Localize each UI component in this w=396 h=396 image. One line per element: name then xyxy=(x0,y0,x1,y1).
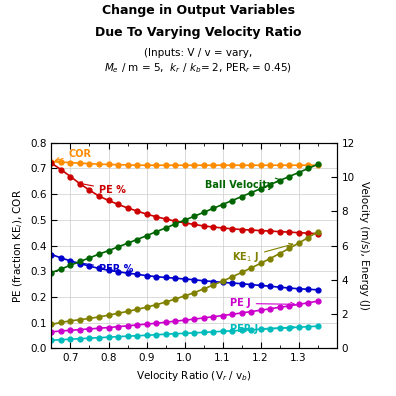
Text: $M_e$ / m = 5,  $k_r$ / $k_b$= 2, PER$_r$ = 0.45): $M_e$ / m = 5, $k_r$ / $k_b$= 2, PER$_r$… xyxy=(104,61,292,75)
Y-axis label: PE (fraction KE$_i$), COR: PE (fraction KE$_i$), COR xyxy=(11,188,25,303)
Y-axis label: Velocity (m/s), Energy (J): Velocity (m/s), Energy (J) xyxy=(359,181,369,310)
Text: PE J: PE J xyxy=(230,299,295,308)
Text: PER %: PER % xyxy=(78,261,133,274)
Text: KE$_1$ J: KE$_1$ J xyxy=(232,243,293,264)
Text: Due To Varying Velocity Ratio: Due To Varying Velocity Ratio xyxy=(95,26,301,39)
X-axis label: Velocity Ratio (V$_r$ / v$_b$): Velocity Ratio (V$_r$ / v$_b$) xyxy=(136,369,252,383)
Text: COR: COR xyxy=(55,149,91,162)
Text: PER J: PER J xyxy=(230,324,295,334)
Text: Change in Output Variables: Change in Output Variables xyxy=(101,4,295,17)
Text: Ball Velocity: Ball Velocity xyxy=(206,178,280,190)
Text: (Inputs: V / v = vary,: (Inputs: V / v = vary, xyxy=(144,48,252,57)
Text: PE %: PE % xyxy=(78,182,126,195)
